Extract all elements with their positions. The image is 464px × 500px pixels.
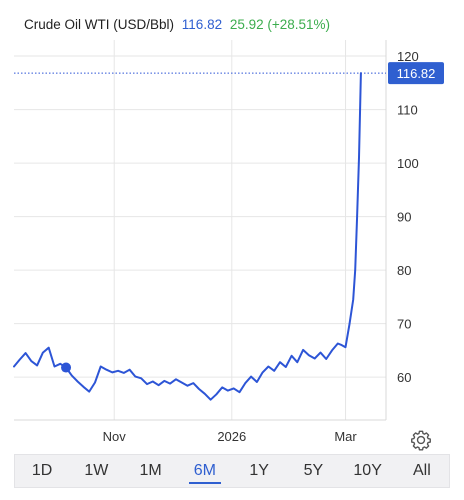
- range-button-5y[interactable]: 5Y: [303, 462, 324, 479]
- y-tick-label: 120: [397, 49, 419, 64]
- range-button-1d[interactable]: 1D: [31, 462, 53, 479]
- range-button-1w[interactable]: 1W: [84, 462, 109, 479]
- price-chart[interactable]: 60 70 80 90 100 110 120 Nov 2026 Mar 116.82: [0, 0, 464, 452]
- price-line: [13, 72, 362, 401]
- time-range-selector: 1D 1W 1M 6M 1Y 5Y 10Y All: [14, 454, 450, 488]
- x-tick-label: Nov: [103, 429, 127, 444]
- x-tick-label: 2026: [217, 429, 246, 444]
- x-tick-label: Mar: [334, 429, 357, 444]
- y-tick-label: 80: [397, 263, 411, 278]
- instrument-name: Crude Oil WTI (USD/Bbl): [24, 17, 175, 32]
- hover-marker: [61, 362, 72, 373]
- range-button-1y[interactable]: 1Y: [249, 462, 269, 479]
- range-button-10y[interactable]: 10Y: [353, 462, 382, 479]
- y-tick-label: 100: [397, 156, 419, 171]
- y-tick-label: 60: [397, 370, 411, 385]
- chart-header: Crude Oil WTI (USD/Bbl) 116.82 25.92 (+2…: [24, 17, 330, 32]
- y-tick-label: 70: [397, 317, 411, 332]
- last-value-tag: [388, 62, 444, 85]
- price-change: 25.92 (+28.51%): [229, 17, 331, 32]
- range-button-all[interactable]: All: [412, 462, 431, 479]
- range-button-1m[interactable]: 1M: [139, 462, 162, 479]
- current-price: 116.82: [181, 17, 223, 32]
- y-tick-label: 110: [397, 103, 418, 118]
- range-button-6m[interactable]: 6M: [178, 455, 232, 487]
- last-value-label: 116.82: [397, 66, 436, 81]
- gear-icon[interactable]: [410, 429, 432, 451]
- y-tick-label: 90: [397, 210, 411, 225]
